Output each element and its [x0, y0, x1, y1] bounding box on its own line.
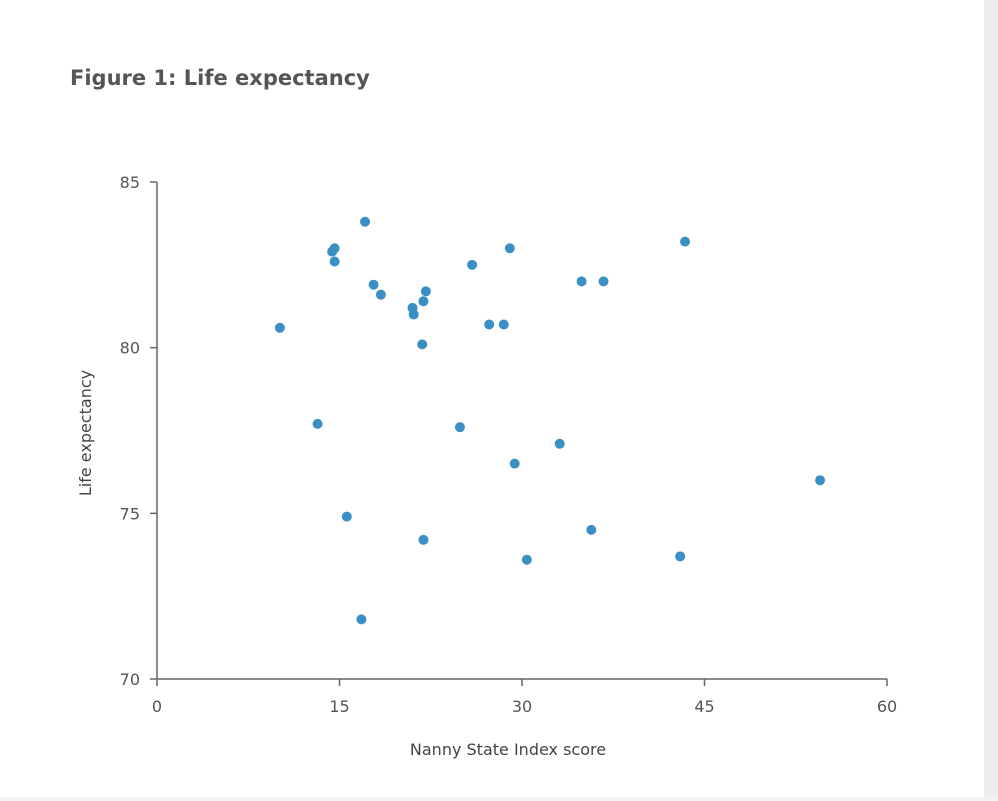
data-point: [467, 259, 478, 270]
page-edge-bottom: [0, 797, 998, 801]
data-point: [598, 276, 609, 287]
x-tick-label: 0: [152, 697, 162, 716]
data-point: [418, 296, 429, 307]
data-point: [576, 276, 587, 287]
x-tick-label: 60: [877, 697, 897, 716]
data-point: [375, 289, 386, 300]
data-point: [368, 279, 379, 290]
data-point: [312, 418, 323, 429]
data-point: [341, 511, 352, 522]
data-point: [680, 236, 691, 247]
data-point: [420, 286, 431, 297]
data-point: [675, 551, 686, 562]
y-tick-label: 80: [120, 339, 140, 358]
data-point: [521, 554, 532, 565]
figure-title: Figure 1: Life expectancy: [70, 66, 370, 90]
data-point: [417, 339, 428, 350]
data-point: [408, 309, 419, 320]
data-point: [554, 438, 565, 449]
x-axis: 0 15 30 45 60: [152, 678, 897, 716]
x-tick-label: 15: [329, 697, 349, 716]
data-point: [504, 243, 515, 254]
data-point: [498, 319, 509, 330]
y-axis-title: Life expectancy: [76, 370, 95, 496]
data-point: [484, 319, 495, 330]
data-point: [418, 534, 429, 545]
y-tick-label: 85: [120, 173, 140, 192]
y-tick-label: 70: [120, 670, 140, 689]
data-point: [815, 475, 826, 486]
x-tick-label: 30: [512, 697, 532, 716]
data-point: [274, 322, 285, 333]
data-point: [356, 614, 367, 625]
data-point: [454, 422, 465, 433]
page-edge-right: [984, 0, 998, 801]
data-point: [329, 256, 340, 267]
data-point: [586, 524, 597, 535]
data-point: [329, 243, 340, 254]
x-tick-label: 45: [694, 697, 714, 716]
y-axis: 70 75 80 85: [120, 173, 158, 689]
y-tick-label: 75: [120, 504, 140, 523]
data-points: [274, 216, 826, 625]
data-point: [509, 458, 520, 469]
data-point: [360, 216, 371, 227]
x-axis-title: Nanny State Index score: [410, 740, 606, 759]
